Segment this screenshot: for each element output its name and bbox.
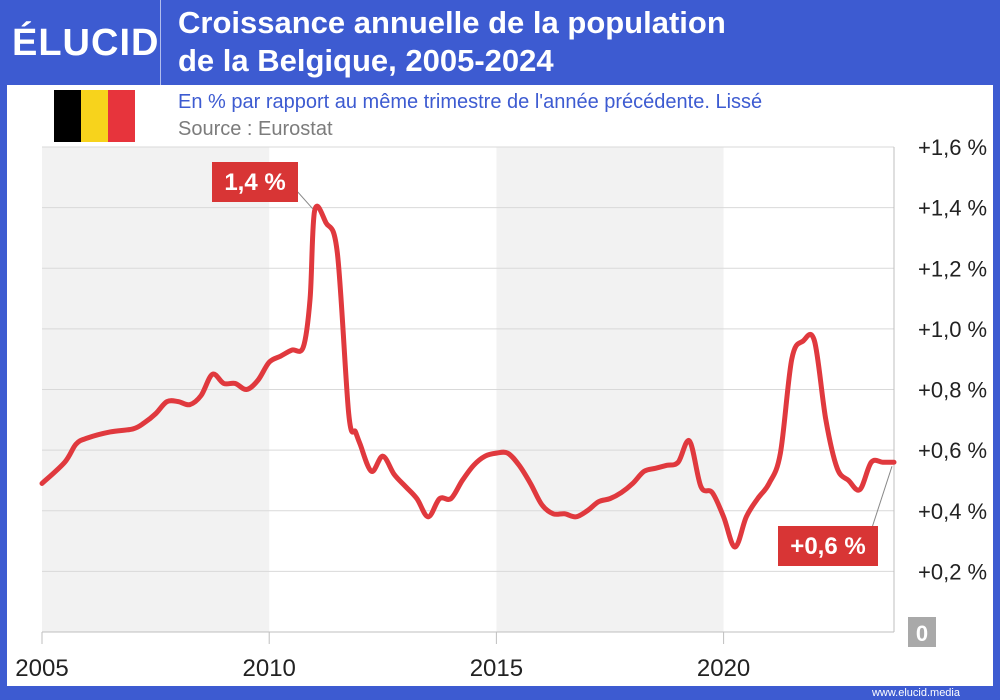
y-tick-label: +1,2 % <box>918 256 987 281</box>
chart-source: Source : Eurostat <box>178 118 333 140</box>
footer-bar <box>0 686 1000 700</box>
zero-label-box <box>908 617 936 647</box>
y-tick-label: +0,4 % <box>918 499 987 524</box>
y-tick-label: +0,8 % <box>918 378 987 403</box>
logo-separator <box>160 0 161 85</box>
chart-subtitle: En % par rapport au même trimestre de l'… <box>178 91 763 113</box>
y-tick-label: +1,6 % <box>918 135 987 160</box>
flag-stripe-black <box>54 90 81 142</box>
elucid-logo[interactable]: ÉLUCID <box>12 22 160 64</box>
x-tick-label: 2015 <box>470 655 523 682</box>
series-line-population-growth <box>39 203 897 550</box>
flag-stripe-yellow <box>81 90 108 142</box>
x-tick-label: 2020 <box>697 655 750 682</box>
y-tick-label: +1,4 % <box>918 196 987 221</box>
annotation-label-peak: 1,4 % <box>224 169 285 196</box>
annotation-box-latest <box>778 526 878 566</box>
header-bar: ÉLUCID Croissance annuelle de la populat… <box>0 0 1000 85</box>
x-tick-label: 2005 <box>15 655 68 682</box>
y-tick-label: +0,6 % <box>918 438 987 463</box>
footer-url[interactable]: www.elucid.media <box>871 687 960 699</box>
flag-stripe-red <box>108 90 135 142</box>
annotation-box-peak <box>212 162 298 202</box>
y-tick-label: +1,0 % <box>918 317 987 342</box>
annotation-label-latest: +0,6 % <box>790 533 865 560</box>
chart-title: Croissance annuelle de la population de … <box>178 5 726 78</box>
x-tick-label: 2010 <box>243 655 296 682</box>
y-tick-label: +0,2 % <box>918 559 987 584</box>
zero-label: 0 <box>916 621 928 646</box>
belgium-flag-icon <box>54 90 135 142</box>
